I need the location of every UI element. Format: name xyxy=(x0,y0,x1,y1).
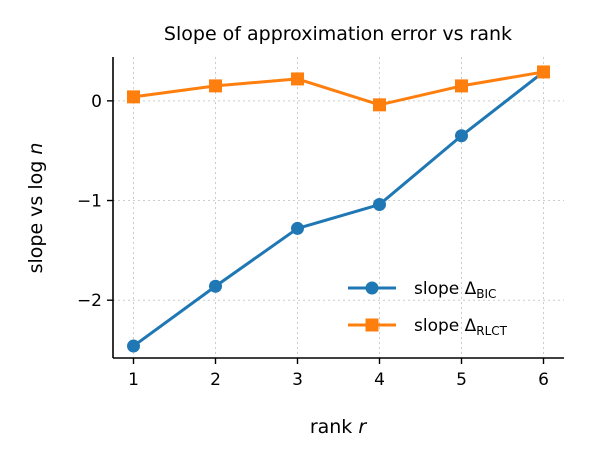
legend-label-bic: slope ΔBIC xyxy=(414,279,496,301)
data-point-bic xyxy=(127,339,140,353)
y-tick-label: −1 xyxy=(77,192,102,212)
y-tick-label: 0 xyxy=(91,92,102,112)
legend-marker-bic xyxy=(365,281,379,295)
data-point-bic xyxy=(291,221,304,235)
x-tick-label: 6 xyxy=(538,370,549,390)
data-point-rlct xyxy=(127,90,140,104)
x-axis-label: rank r xyxy=(310,416,368,438)
data-point-bic xyxy=(455,129,468,143)
x-tick-label: 2 xyxy=(210,370,221,390)
y-tick-label: −2 xyxy=(77,291,102,311)
x-tick-label: 5 xyxy=(456,370,467,390)
x-tick-label: 4 xyxy=(374,370,385,390)
data-point-rlct xyxy=(373,98,386,112)
legend-label-rlct: slope ΔRLCT xyxy=(414,316,508,338)
legend-marker-rlct xyxy=(365,318,379,332)
chart-title: Slope of approximation error vs rank xyxy=(164,23,512,45)
x-tick-label: 3 xyxy=(292,370,303,390)
data-point-bic xyxy=(209,279,222,293)
data-point-bic xyxy=(373,198,386,212)
data-point-rlct xyxy=(209,79,222,93)
x-ticks: 1 2 3 4 5 6 xyxy=(128,358,549,390)
x-tick-label: 1 xyxy=(128,370,139,390)
y-ticks: 0 −1 −2 xyxy=(77,92,113,311)
data-point-rlct xyxy=(537,65,550,79)
data-point-rlct xyxy=(455,79,468,93)
legend: slope ΔBIC slope ΔRLCT xyxy=(348,279,508,338)
y-axis-label: slope vs log n xyxy=(25,143,47,274)
series-line-bic xyxy=(132,70,545,348)
series-line-rlct xyxy=(133,70,544,107)
series-layer xyxy=(127,65,550,353)
data-point-rlct xyxy=(291,72,304,86)
